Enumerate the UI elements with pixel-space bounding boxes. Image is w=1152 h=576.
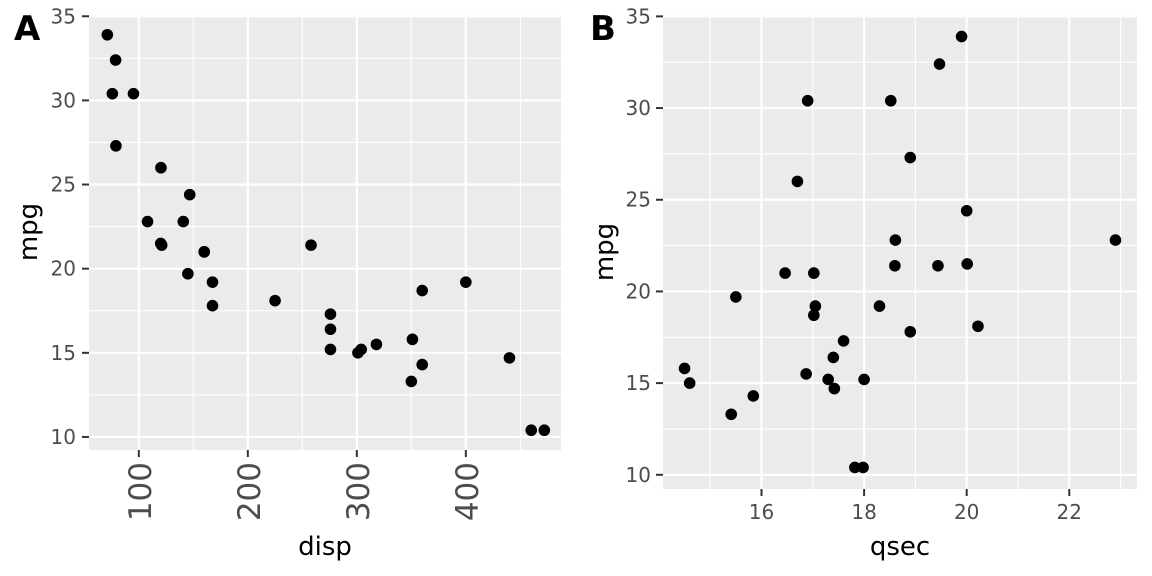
data-point	[972, 320, 984, 333]
data-point	[155, 161, 167, 174]
y-tick-label: 15	[51, 341, 76, 365]
plot-background	[89, 15, 561, 450]
x-tick-label: 200	[232, 462, 268, 521]
data-point	[791, 175, 804, 188]
data-point	[730, 291, 742, 303]
panel-tag: B	[590, 9, 616, 49]
data-point	[933, 58, 946, 70]
data-point	[808, 309, 820, 322]
data-point	[525, 424, 538, 437]
data-point	[678, 362, 691, 375]
data-point	[198, 246, 211, 258]
data-point	[127, 87, 140, 100]
data-point	[827, 351, 840, 364]
data-point	[206, 299, 219, 312]
data-point	[904, 325, 917, 338]
data-point	[141, 215, 154, 228]
data-point	[324, 308, 337, 320]
data-point	[110, 140, 122, 152]
data-point	[269, 294, 281, 307]
data-point	[955, 30, 968, 43]
x-tick-label: 16	[749, 500, 774, 524]
data-point	[904, 151, 917, 164]
data-point	[932, 259, 944, 272]
data-point	[808, 267, 820, 279]
data-point	[305, 239, 317, 251]
data-point	[857, 461, 869, 474]
data-point	[177, 215, 190, 228]
y-axis-title: mpg	[590, 223, 620, 281]
panel-a: 100 200 300 400 10 15 20 25 30 35 disp mpg A	[14, 4, 561, 562]
y-tick-label: 30	[51, 88, 76, 112]
y-tick-label: 15	[626, 371, 651, 395]
data-point	[416, 358, 429, 371]
y-tick-label: 25	[626, 188, 651, 212]
data-point	[182, 267, 194, 280]
x-axis-title: disp	[298, 532, 352, 562]
data-point	[406, 333, 419, 346]
data-point	[800, 368, 812, 380]
data-point	[1109, 234, 1122, 246]
x-tick-label: 400	[450, 462, 486, 521]
plot-background	[663, 15, 1137, 489]
data-point	[503, 352, 516, 364]
data-point	[779, 267, 791, 279]
data-point	[809, 300, 822, 312]
data-point	[538, 424, 551, 437]
panel-b: 16 18 20 22 10 15 20 25 30 35 qsec mpg B	[590, 4, 1137, 562]
data-point	[961, 258, 974, 270]
data-point	[324, 323, 337, 336]
data-point	[683, 377, 696, 389]
data-point	[460, 276, 472, 288]
data-point	[324, 343, 337, 356]
data-point	[405, 375, 418, 388]
data-point	[889, 259, 901, 272]
data-point	[155, 239, 168, 251]
data-point	[109, 54, 122, 66]
data-point	[822, 373, 834, 386]
y-tick-label: 25	[51, 173, 76, 197]
data-point	[370, 338, 383, 351]
y-axis-title: mpg	[14, 203, 44, 261]
x-axis-title: qsec	[870, 532, 930, 562]
data-point	[206, 276, 219, 288]
data-point	[183, 188, 196, 201]
data-point	[828, 382, 841, 395]
x-tick-label: 20	[954, 500, 979, 524]
y-tick-label: 35	[626, 4, 651, 28]
data-point	[849, 461, 861, 474]
y-tick-label: 10	[626, 463, 651, 487]
data-point	[960, 204, 973, 217]
y-tick-label: 35	[51, 4, 76, 28]
data-point	[725, 408, 738, 421]
data-point	[873, 300, 886, 312]
y-tick-label: 10	[51, 425, 76, 449]
data-point	[801, 94, 814, 107]
x-tick-label: 300	[341, 462, 377, 521]
data-point	[106, 87, 119, 100]
y-tick-label: 20	[51, 257, 76, 281]
data-point	[884, 94, 897, 107]
data-point	[858, 373, 870, 386]
data-point	[416, 284, 429, 297]
panel-tag: A	[14, 9, 41, 49]
data-point	[352, 347, 364, 359]
x-tick-label: 100	[123, 462, 159, 521]
x-tick-label: 22	[1057, 500, 1082, 524]
y-tick-label: 30	[626, 96, 651, 120]
data-point	[837, 335, 850, 347]
x-tick-label: 18	[851, 500, 876, 524]
data-point	[101, 28, 114, 41]
y-tick-label: 20	[626, 279, 651, 303]
data-point	[747, 390, 760, 402]
data-point	[889, 234, 902, 246]
